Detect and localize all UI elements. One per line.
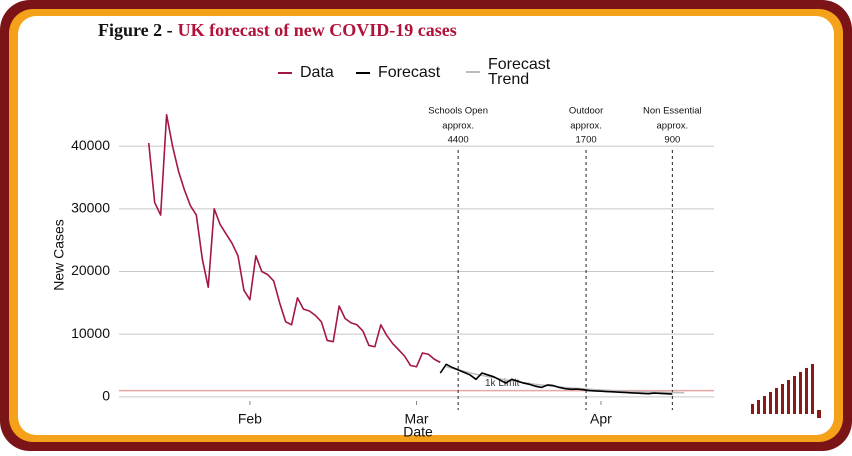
event-note: approx. (657, 121, 689, 132)
y-tick-label: 10000 (71, 325, 110, 341)
legend-label: Forecast Trend (488, 56, 551, 88)
event-label: Outdoor (569, 106, 603, 117)
event-value: 900 (664, 135, 680, 146)
figure-number: Figure 2 - (98, 20, 173, 40)
legend-swatch (466, 71, 480, 73)
event-note: approx. (570, 121, 602, 132)
legend-label: Forecast (378, 64, 441, 81)
event-label: Non Essential (643, 106, 702, 117)
y-axis-label: New Cases (51, 219, 67, 291)
event-value: 1700 (576, 135, 597, 146)
series-line (439, 363, 673, 395)
limit-label: 1k Limit (485, 378, 520, 389)
legend-item: Forecast Trend (466, 56, 568, 88)
logo (751, 364, 821, 418)
y-tick-label: 0 (102, 388, 110, 404)
series-line (147, 114, 441, 368)
event-label: Schools Open (428, 106, 488, 117)
panel (18, 16, 834, 435)
event-value: 4400 (448, 135, 469, 146)
legend-label: Data (300, 64, 334, 81)
y-tick-label: 30000 (71, 200, 110, 216)
legend-item: Forecast (356, 64, 440, 82)
x-axis-label: Date (403, 424, 433, 440)
series-line (446, 366, 685, 394)
x-tick-label: Mar (404, 411, 428, 427)
chart-title: UK forecast of new COVID-19 cases (178, 20, 457, 40)
y-tick-label: 20000 (71, 262, 110, 278)
legend-item: Data (278, 64, 334, 82)
event-note: approx. (442, 121, 474, 132)
x-tick-label: Apr (590, 411, 612, 427)
x-tick-label: Feb (238, 411, 262, 427)
figure-label: Figure 2 - UK forecast of new COVID-19 ca… (98, 20, 457, 40)
y-tick-label: 40000 (71, 137, 110, 153)
legend-swatch (356, 72, 370, 74)
legend-swatch (278, 72, 292, 74)
